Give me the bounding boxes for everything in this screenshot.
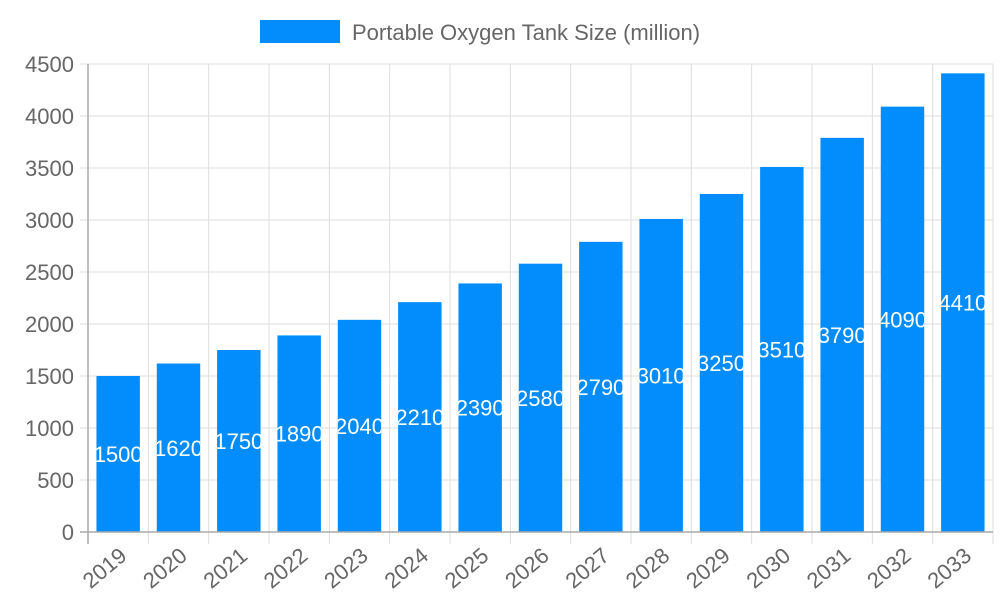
bar-2026 xyxy=(518,263,563,532)
x-tick-label: 2028 xyxy=(621,543,675,594)
bar-2020 xyxy=(156,363,201,532)
y-tick-label: 1000 xyxy=(25,416,74,441)
data-label-2020: 1620 xyxy=(154,436,203,461)
x-tick-label: 2027 xyxy=(560,543,614,594)
data-label-2019: 1500 xyxy=(94,442,143,467)
y-tick-label: 2000 xyxy=(25,312,74,337)
data-label-2023: 2040 xyxy=(335,414,384,439)
x-tick-label: 2025 xyxy=(440,543,494,594)
bar-2028 xyxy=(639,218,683,532)
bar-2019 xyxy=(96,376,140,532)
x-tick-label: 2022 xyxy=(259,543,313,594)
x-tick-label: 2030 xyxy=(741,543,795,594)
data-label-2033: 4410 xyxy=(938,291,987,316)
bar-2027 xyxy=(579,241,623,532)
data-label-2030: 3510 xyxy=(757,337,806,362)
data-label-2026: 2580 xyxy=(516,386,565,411)
y-tick-label: 0 xyxy=(62,520,74,545)
x-tick-label: 2026 xyxy=(500,543,554,594)
y-tick-label: 1500 xyxy=(25,364,74,389)
x-tick-label: 2032 xyxy=(862,543,916,594)
x-tick-label: 2020 xyxy=(138,543,192,594)
y-tick-label: 3500 xyxy=(25,156,74,181)
legend-swatch xyxy=(260,20,340,43)
bar-2031 xyxy=(820,137,864,532)
bar-2033 xyxy=(941,73,985,533)
bar-2029 xyxy=(699,194,744,532)
data-label-2031: 3790 xyxy=(818,323,867,348)
bar-2023 xyxy=(337,319,382,532)
bar-2021 xyxy=(217,350,261,532)
x-tick-label: 2031 xyxy=(802,543,856,594)
y-tick-label: 3000 xyxy=(25,208,74,233)
x-tick-label: 2033 xyxy=(922,543,976,594)
y-tick-label: 500 xyxy=(37,468,74,493)
x-tick-label: 2023 xyxy=(319,543,373,594)
data-label-2027: 2790 xyxy=(576,375,625,400)
legend-label: Portable Oxygen Tank Size (million) xyxy=(352,20,700,45)
data-label-2024: 2210 xyxy=(395,405,444,430)
x-tick-label: 2021 xyxy=(198,543,252,594)
bar-2022 xyxy=(277,335,321,532)
bar-2030 xyxy=(760,166,804,532)
bar-2025 xyxy=(458,283,502,532)
x-tick-label: 2029 xyxy=(681,543,735,594)
y-tick-label: 4000 xyxy=(25,104,74,129)
y-tick-label: 4500 xyxy=(25,52,74,77)
data-label-2022: 1890 xyxy=(275,422,324,447)
legend[interactable]: Portable Oxygen Tank Size (million) xyxy=(260,20,700,45)
y-tick-label: 2500 xyxy=(25,260,74,285)
bar-2032 xyxy=(880,106,925,532)
data-label-2025: 2390 xyxy=(456,396,505,421)
data-label-2029: 3250 xyxy=(697,351,746,376)
data-label-2021: 1750 xyxy=(214,429,263,454)
data-label-2028: 3010 xyxy=(637,363,686,388)
x-tick-label: 2019 xyxy=(78,543,132,594)
x-tick-label: 2024 xyxy=(379,543,433,594)
data-label-2032: 4090 xyxy=(878,307,927,332)
bar-2024 xyxy=(398,302,442,532)
